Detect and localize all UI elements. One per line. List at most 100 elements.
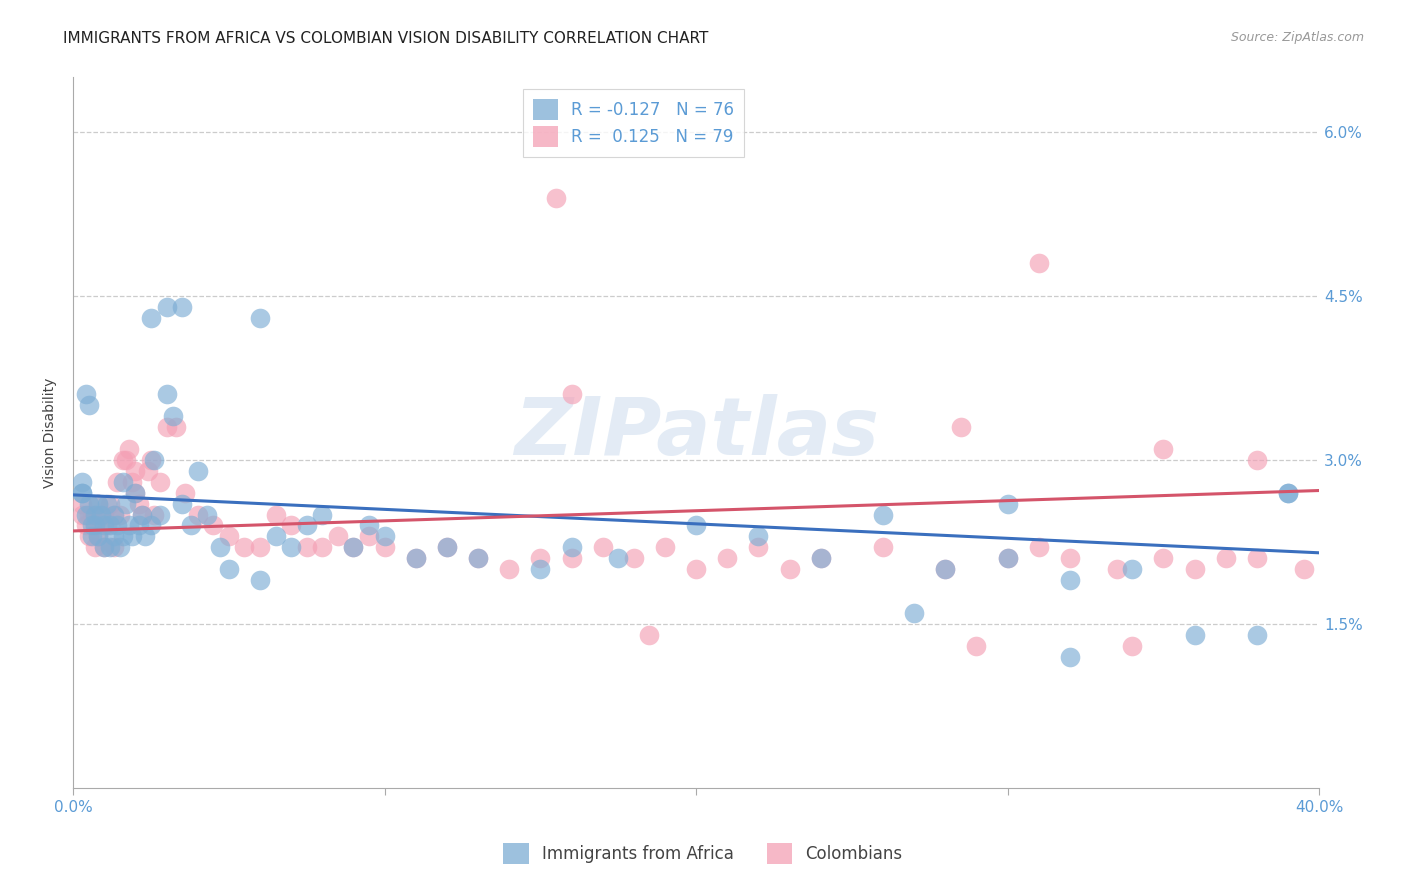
Point (1059, 573, 1081, 587)
Legend: R = -0.127   N = 76, R =  0.125   N = 79: R = -0.127 N = 76, R = 0.125 N = 79 (523, 89, 745, 157)
Point (80, 508, 103, 522)
Point (93, 541, 115, 555)
Point (155, 300, 177, 314)
Point (1028, 541, 1050, 555)
Point (100, 497, 122, 511)
Point (118, 518, 141, 533)
Point (747, 529, 769, 543)
Point (124, 485, 146, 500)
Point (72, 485, 94, 500)
Point (1105, 562, 1128, 576)
Point (295, 541, 318, 555)
Point (143, 508, 166, 522)
Point (342, 541, 364, 555)
Point (638, 628, 661, 642)
Point (115, 497, 138, 511)
Point (96, 497, 118, 511)
Point (1059, 649, 1081, 664)
Point (249, 310, 271, 325)
Point (111, 453, 134, 467)
Point (264, 508, 287, 522)
Point (108, 508, 131, 522)
Point (654, 541, 676, 555)
Point (1059, 551, 1081, 566)
Point (218, 529, 240, 543)
Point (121, 529, 143, 543)
Point (128, 497, 150, 511)
Point (72, 497, 94, 511)
Point (1246, 453, 1268, 467)
Point (405, 551, 427, 566)
Point (1152, 442, 1174, 456)
Point (467, 551, 489, 566)
Point (83, 518, 105, 533)
Point (77, 497, 100, 511)
Point (295, 518, 318, 533)
Point (1246, 551, 1268, 566)
Point (72, 508, 94, 522)
Point (180, 518, 202, 533)
Point (1121, 562, 1143, 576)
Point (342, 541, 364, 555)
Point (357, 518, 380, 533)
Point (208, 541, 231, 555)
Point (139, 453, 162, 467)
Point (100, 541, 122, 555)
Point (77, 398, 100, 412)
Point (131, 508, 153, 522)
Y-axis label: Vision Disability: Vision Disability (44, 377, 58, 488)
Point (72, 475, 94, 489)
Point (326, 529, 349, 543)
Point (249, 573, 271, 587)
Point (93, 508, 115, 522)
Point (90, 508, 112, 522)
Point (685, 562, 707, 576)
Point (83, 508, 105, 522)
Point (1215, 551, 1237, 566)
Point (949, 420, 972, 434)
Point (997, 551, 1019, 566)
Point (374, 529, 396, 543)
Point (374, 541, 396, 555)
Point (607, 551, 630, 566)
Point (72, 485, 94, 500)
Point (249, 541, 271, 555)
Point (436, 541, 458, 555)
Point (103, 508, 125, 522)
Point (311, 541, 333, 555)
Point (872, 541, 894, 555)
Point (934, 562, 956, 576)
Point (560, 387, 582, 401)
Point (1152, 551, 1174, 566)
Point (747, 541, 769, 555)
Point (103, 508, 125, 522)
Point (685, 518, 707, 533)
Point (75, 508, 97, 522)
Point (75, 518, 97, 533)
Point (121, 475, 143, 489)
Point (280, 541, 302, 555)
Point (118, 442, 141, 456)
Point (174, 485, 197, 500)
Point (155, 387, 177, 401)
Point (1121, 639, 1143, 653)
Point (93, 518, 115, 533)
Point (87, 529, 110, 543)
Point (529, 551, 551, 566)
Point (155, 420, 177, 434)
Point (560, 551, 582, 566)
Point (139, 310, 162, 325)
Point (105, 518, 128, 533)
Point (529, 562, 551, 576)
Text: IMMIGRANTS FROM AFRICA VS COLOMBIAN VISION DISABILITY CORRELATION CHART: IMMIGRANTS FROM AFRICA VS COLOMBIAN VISI… (63, 31, 709, 46)
Point (357, 529, 380, 543)
Point (105, 475, 128, 489)
Point (716, 551, 738, 566)
Point (966, 639, 988, 653)
Point (165, 420, 187, 434)
Point (498, 562, 520, 576)
Point (195, 508, 218, 522)
Point (100, 518, 122, 533)
Point (93, 541, 115, 555)
Point (1277, 485, 1299, 500)
